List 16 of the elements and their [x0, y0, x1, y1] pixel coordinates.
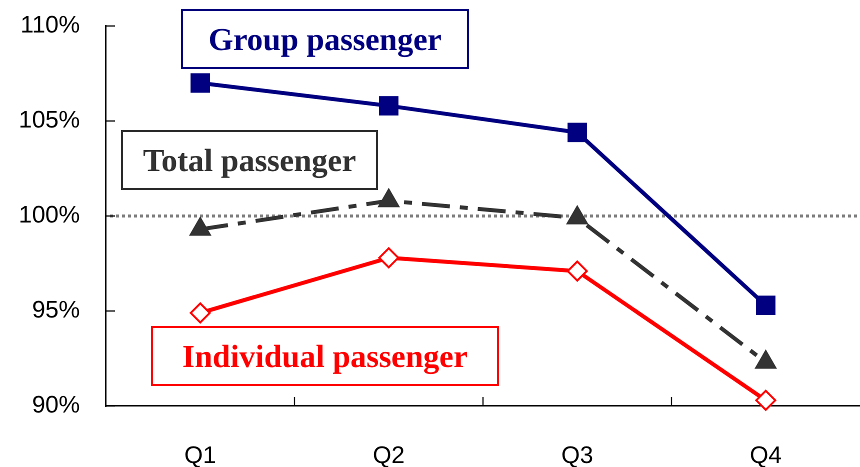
- series-label: Total passenger: [121, 130, 378, 190]
- series-label: Group passenger: [181, 9, 469, 69]
- point: [755, 390, 776, 411]
- y-tick-label: 105%: [18, 106, 80, 134]
- point: [378, 247, 400, 268]
- point: [756, 296, 776, 315]
- y-tick-label: 110%: [20, 12, 80, 39]
- point: [379, 96, 398, 116]
- y-tick-label: 100%: [18, 202, 80, 229]
- point: [190, 73, 210, 93]
- y-tick-label: 90%: [32, 392, 80, 419]
- series-label: Individual passenger: [151, 326, 499, 386]
- point: [568, 122, 587, 142]
- point: [190, 302, 211, 324]
- y-tick-label: 95%: [32, 296, 80, 324]
- point: [566, 260, 588, 282]
